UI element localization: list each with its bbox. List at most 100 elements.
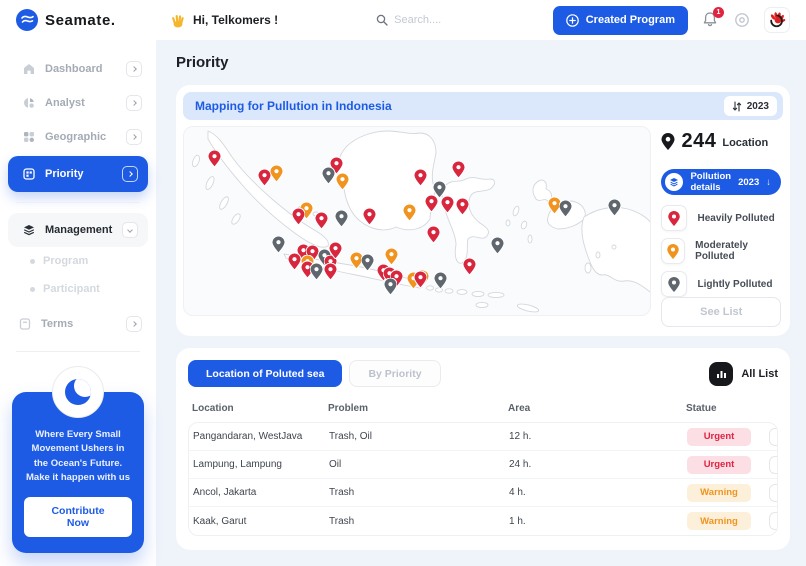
chevron-right-icon[interactable] — [126, 129, 142, 145]
map-pin-light[interactable] — [308, 262, 324, 281]
tab-location-of-poluted-sea[interactable]: Location of Poluted sea — [188, 360, 343, 387]
cell-problem: Oil — [329, 459, 342, 470]
map-pin-light[interactable] — [432, 271, 448, 290]
bar-chart-icon — [709, 361, 734, 386]
cell-location: Ancol, Jakarta — [193, 487, 257, 498]
sidebar-subitem-participant[interactable]: Participant — [0, 275, 156, 303]
divider — [16, 202, 140, 203]
map-pin-heavy[interactable] — [412, 168, 428, 187]
map-pin-heavy[interactable] — [290, 207, 306, 226]
polluted-sea-table-card: Location of Poluted sea By Priority All … — [176, 348, 790, 550]
table-row[interactable]: Lampung, Lampung Oil 24 h. Urgent — [189, 451, 777, 479]
column-header: Location — [192, 403, 234, 414]
map-pin-light[interactable] — [270, 235, 286, 254]
table-row[interactable]: Kaak, Garut Trash 1 h. Warning — [189, 507, 777, 535]
bullet-icon — [30, 258, 35, 264]
sidebar-item-terms[interactable]: Terms — [0, 307, 156, 341]
table-body: Pangandaran, WestJava Trash, Oil 12 h. U… — [188, 422, 778, 536]
brand-name: Seamate. — [45, 11, 116, 29]
notifications-button[interactable]: 1 — [702, 7, 724, 29]
cell-problem: Trash, Oil — [329, 431, 372, 442]
map-legend: Heavily Polluted Moderately Polluted Lig… — [661, 205, 781, 297]
chevron-down-icon[interactable] — [122, 222, 138, 238]
bullet-icon — [30, 286, 35, 292]
all-list-button[interactable]: All List — [709, 361, 778, 386]
map-pin-moderate[interactable] — [546, 196, 562, 215]
map-pin-heavy[interactable] — [439, 195, 455, 214]
location-pin-icon — [661, 133, 675, 150]
row-menu-button[interactable] — [769, 483, 777, 502]
legend-pin-icon — [661, 238, 686, 264]
location-count: 244 — [681, 130, 717, 152]
map-pin-light[interactable] — [557, 199, 573, 218]
map-pin-heavy[interactable] — [327, 241, 343, 260]
home-icon — [24, 64, 34, 74]
status-badge: Warning — [687, 483, 751, 502]
pollution-map-card: Mapping for Pullution in Indonesia 2023 — [176, 85, 790, 336]
map-pin-light[interactable] — [606, 198, 622, 217]
chevron-right-icon[interactable] — [122, 166, 138, 182]
ocean-moon-icon — [52, 366, 104, 418]
map-pin-heavy[interactable] — [313, 211, 329, 230]
seamate-logo-icon — [16, 9, 38, 31]
year-sort-button[interactable]: 2023 — [723, 96, 777, 116]
bell-icon — [703, 12, 717, 27]
sidebar-subitem-program[interactable]: Program — [0, 247, 156, 275]
map-pin-heavy[interactable] — [423, 194, 439, 213]
chevron-right-icon[interactable] — [126, 61, 142, 77]
map-card-header: Mapping for Pullution in Indonesia 2023 — [183, 92, 783, 120]
map-pin-moderate[interactable] — [383, 247, 399, 266]
sidebar-item-priority[interactable]: Priority — [8, 156, 148, 192]
contribute-now-button[interactable]: Contribute Now — [24, 497, 132, 537]
sidebar-item-geographic[interactable]: Geographic — [0, 120, 156, 154]
see-list-button[interactable]: See List — [661, 297, 781, 327]
sidebar: Dashboard Analyst Geographic Priority Ma… — [0, 40, 156, 566]
row-menu-button[interactable] — [769, 455, 777, 474]
indonesia-map[interactable] — [183, 126, 652, 316]
sidebar-item-dashboard[interactable]: Dashboard — [0, 52, 156, 86]
map-pin-heavy[interactable] — [461, 257, 477, 276]
map-pin-moderate[interactable] — [401, 203, 417, 222]
map-pin-moderate[interactable] — [334, 172, 350, 191]
map-pin-heavy[interactable] — [450, 160, 466, 179]
map-pin-heavy[interactable] — [206, 149, 222, 168]
row-menu-button[interactable] — [769, 512, 777, 530]
map-pin-light[interactable] — [431, 180, 447, 199]
layers-icon — [24, 225, 34, 236]
map-pin-light[interactable] — [320, 166, 336, 185]
map-pin-heavy[interactable] — [454, 197, 470, 216]
settings-icon[interactable] — [734, 12, 750, 28]
chevron-right-icon[interactable] — [126, 95, 142, 111]
map-pin-light[interactable] — [489, 236, 505, 255]
table-row[interactable]: Pangandaran, WestJava Trash, Oil 12 h. U… — [189, 423, 777, 451]
map-pin-heavy[interactable] — [286, 252, 302, 271]
pollution-details-button[interactable]: Pollution details 2023 ↓ — [661, 169, 781, 195]
table-row[interactable]: Ancol, Jakarta Trash 4 h. Warning — [189, 479, 777, 507]
map-pin-heavy[interactable] — [322, 262, 338, 281]
cell-location: Pangandaran, WestJava — [193, 431, 303, 442]
search-box[interactable] — [376, 14, 515, 26]
sidebar-item-analyst[interactable]: Analyst — [0, 86, 156, 120]
sidebar-item-management[interactable]: Management — [8, 213, 148, 247]
map-pin-heavy[interactable] — [425, 225, 441, 244]
tab-by-priority[interactable]: By Priority — [349, 360, 441, 387]
map-pin-heavy[interactable] — [361, 207, 377, 226]
created-program-button[interactable]: Created Program — [552, 5, 688, 35]
map-pin-light[interactable] — [333, 209, 349, 228]
user-avatar[interactable] — [764, 7, 790, 33]
row-menu-button[interactable] — [769, 427, 777, 446]
column-header: Statue — [686, 403, 717, 414]
legend-item: Lightly Polluted — [661, 271, 781, 297]
legend-pin-icon — [661, 205, 688, 231]
search-input[interactable] — [394, 14, 515, 26]
chevron-right-icon[interactable] — [126, 316, 142, 332]
map-pin-moderate[interactable] — [348, 251, 364, 270]
greeting-text: Hi, Telkomers ! — [193, 13, 279, 27]
map-pin-heavy[interactable] — [412, 270, 428, 289]
map-pin-light[interactable] — [382, 277, 398, 296]
priority-grid-icon — [23, 168, 35, 180]
sidebar-item-label: Management — [45, 224, 113, 236]
cell-area: 24 h. — [509, 459, 532, 470]
map-pin-moderate[interactable] — [268, 164, 284, 183]
map-pin-light[interactable] — [359, 253, 375, 272]
